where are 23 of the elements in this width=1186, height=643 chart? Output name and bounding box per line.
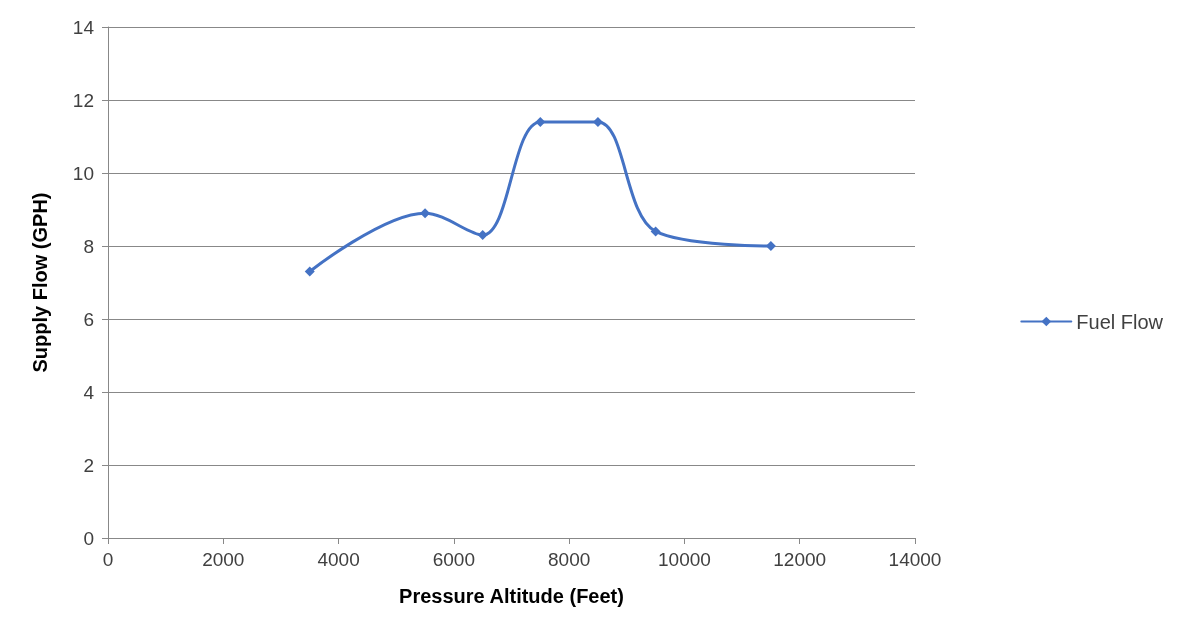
x-tick-label: 0 <box>102 549 114 570</box>
point <box>650 226 661 237</box>
x-tick-label: 4000 <box>317 549 360 570</box>
x-tick-label: 2000 <box>202 549 245 570</box>
x-tick-label: 8000 <box>548 549 591 570</box>
y-tick-label: 2 <box>83 454 94 476</box>
x-tick-label: 14000 <box>888 549 942 570</box>
y-tick-label: 10 <box>72 162 94 184</box>
y-axis-title: Supply Flow (GPH) <box>29 192 51 373</box>
y-tick-label: 6 <box>83 308 94 330</box>
point <box>420 208 431 219</box>
point <box>304 266 315 277</box>
y-tick-label: 4 <box>83 381 95 403</box>
y-tick-label: 8 <box>83 235 94 257</box>
y-tick-label: 0 <box>83 527 94 549</box>
x-tick-label: 6000 <box>432 549 475 570</box>
point <box>477 230 488 241</box>
y-tick-label: 12 <box>72 89 94 111</box>
x-tick-label: 10000 <box>658 549 711 570</box>
y-tick-label: 14 <box>72 16 95 38</box>
x-tick-label: 12000 <box>773 549 827 570</box>
legend-label: Fuel Flow <box>1076 310 1164 333</box>
x-axis-title: Pressure Altitude (Feet) <box>399 585 624 607</box>
